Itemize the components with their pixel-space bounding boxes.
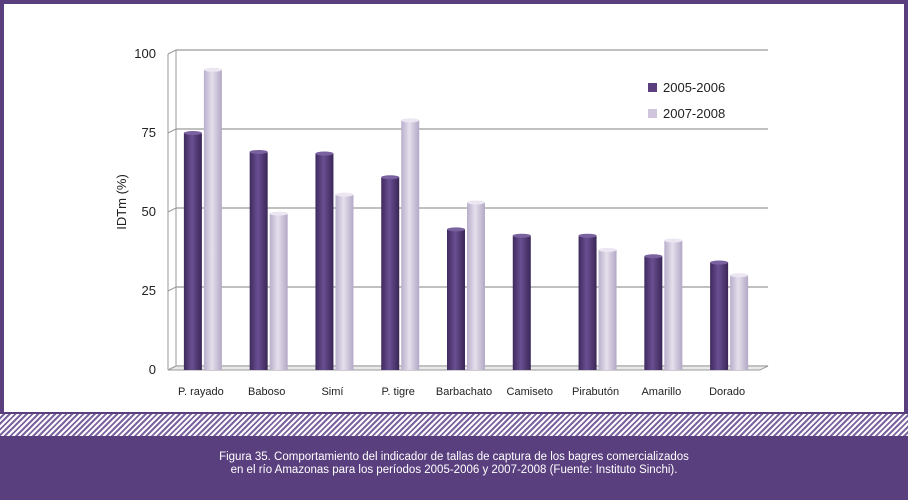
x-tick-label: P. tigre: [382, 386, 415, 398]
bar-top: [249, 149, 268, 154]
bar-face: [315, 153, 334, 370]
grid-line-diag: [167, 49, 177, 55]
bar-top: [335, 192, 354, 197]
x-tick-label: Amarillo: [641, 386, 681, 398]
bar: [730, 273, 749, 370]
bar: [664, 238, 683, 370]
bar-face: [335, 194, 354, 370]
bar-top: [269, 211, 288, 216]
bar: [710, 260, 729, 370]
legend-swatch: [648, 109, 657, 118]
bar: [315, 151, 334, 370]
bar-face: [664, 240, 683, 370]
y-tick-label: 25: [142, 283, 156, 298]
bars: [183, 67, 749, 371]
bar-top: [710, 260, 729, 265]
decorative-stripe-band: [0, 414, 908, 436]
legend-label: 2007-2008: [663, 106, 725, 121]
bar: [203, 67, 222, 371]
legend: 2005-2006 2007-2008: [648, 80, 725, 121]
bar-face: [183, 133, 202, 370]
bar: [467, 200, 485, 370]
x-tick-label: P. rayado: [178, 386, 224, 398]
bar-top: [578, 233, 597, 238]
bar-top: [644, 254, 663, 259]
bar-top: [203, 67, 222, 72]
x-tick-label: Pirabutón: [572, 386, 619, 398]
y-tick-label: 0: [149, 362, 156, 377]
bar: [512, 233, 531, 370]
bar-top: [315, 151, 334, 156]
bar: [644, 254, 663, 370]
bar-chart: 0 25 50 75 100 IDTm (%) P. rayado Baboso Simí P. …: [114, 46, 769, 398]
bar: [598, 247, 617, 370]
y-axis-title: IDTm (%): [114, 174, 129, 230]
bar-face: [710, 262, 729, 370]
bar-face: [644, 256, 663, 370]
bar-face: [447, 229, 465, 370]
grid-line-diag: [167, 128, 177, 134]
bar: [249, 149, 268, 370]
x-tick-label: Barbachato: [436, 386, 492, 398]
bar: [381, 175, 400, 370]
bar: [183, 131, 202, 370]
legend-label: 2005-2006: [663, 80, 725, 95]
bar-top: [183, 131, 202, 135]
axis-labels: 0 25 50 75 100 IDTm (%) P. rayado Baboso Simí P. …: [114, 46, 745, 398]
bar-face: [249, 151, 268, 370]
legend-swatch: [648, 83, 657, 92]
bar-top: [401, 118, 420, 123]
bar-top: [447, 227, 465, 232]
bar-top: [381, 175, 400, 180]
bar: [447, 227, 465, 370]
bar-top: [467, 200, 485, 205]
bar-top: [598, 247, 617, 252]
bar: [578, 233, 597, 370]
bar: [335, 192, 354, 370]
bar-face: [269, 213, 288, 370]
bar-face: [512, 235, 531, 370]
bar-top: [730, 273, 749, 278]
caption-band: Figura 35. Comportamiento del indicador …: [0, 436, 908, 500]
bar-face: [381, 177, 400, 370]
bar-face: [401, 120, 420, 370]
y-tick-label: 75: [142, 125, 156, 140]
bar: [401, 118, 420, 370]
y-tick-label: 50: [142, 204, 156, 219]
x-tick-label: Camiseto: [507, 386, 553, 398]
grid-line-diag: [167, 286, 177, 292]
bar-top: [664, 238, 683, 243]
caption-line-1: Figura 35. Comportamiento del indicador …: [219, 451, 689, 463]
bar-face: [598, 249, 617, 370]
x-tick-label: Dorado: [709, 386, 745, 398]
grid-line-diag: [167, 207, 177, 213]
y-tick-label: 100: [134, 46, 156, 61]
bar-face: [730, 275, 749, 370]
caption-line-2: en el río Amazonas para los períodos 200…: [230, 464, 678, 476]
chart-panel: 0 25 50 75 100 IDTm (%) P. rayado Baboso Simí P. …: [4, 4, 904, 412]
x-tick-label: Simí: [321, 386, 343, 398]
bar-face: [467, 202, 485, 370]
x-tick-label: Baboso: [248, 386, 285, 398]
bar: [269, 211, 288, 370]
bar-top: [512, 233, 531, 238]
bar-face: [578, 235, 597, 370]
bar-face: [203, 69, 222, 371]
